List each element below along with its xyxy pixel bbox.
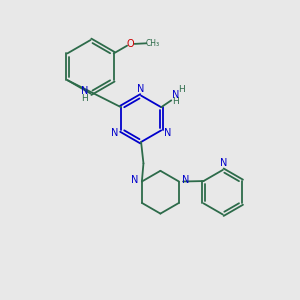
Text: N: N xyxy=(137,84,145,94)
Text: N: N xyxy=(164,128,171,138)
Text: N: N xyxy=(182,175,189,185)
Text: H: H xyxy=(81,94,88,103)
Text: N: N xyxy=(131,175,138,185)
Text: N: N xyxy=(172,90,179,100)
Text: CH₃: CH₃ xyxy=(146,39,160,48)
Text: H: H xyxy=(172,97,179,106)
Text: O: O xyxy=(126,39,134,49)
Text: N: N xyxy=(220,158,227,168)
Text: N: N xyxy=(81,86,88,96)
Text: H: H xyxy=(178,85,185,94)
Text: N: N xyxy=(111,128,118,138)
